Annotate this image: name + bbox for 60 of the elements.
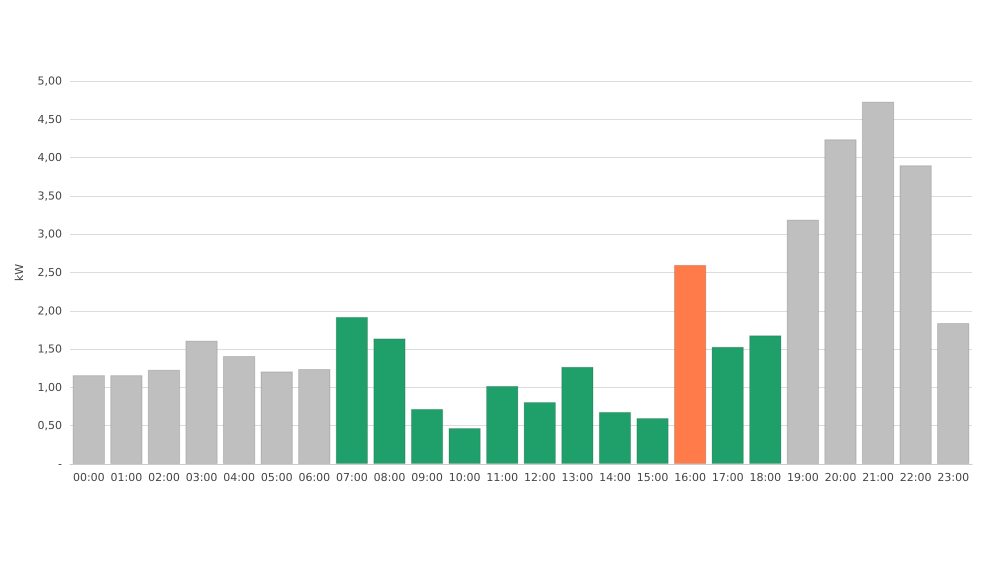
x-tick-label: 00:00: [72, 471, 105, 484]
bar: [298, 369, 330, 464]
y-tick-label: 2,00: [38, 304, 62, 318]
bar: [749, 335, 782, 464]
x-tick-label: 20:00: [824, 471, 856, 484]
x-tick-label: 02:00: [148, 471, 180, 484]
bar: [148, 370, 180, 464]
x-tick-label: 15:00: [636, 471, 668, 484]
y-tick-label: 4,00: [38, 151, 62, 164]
bar: [185, 340, 218, 464]
bar: [222, 356, 256, 464]
bar: [636, 418, 669, 464]
x-tick-label: 07:00: [336, 471, 368, 484]
x-tick-label: 22:00: [900, 471, 932, 484]
bar: [598, 412, 632, 464]
x-tick-label: 21:00: [862, 471, 894, 484]
x-tick-label: 17:00: [712, 471, 744, 484]
bar: [410, 408, 444, 464]
bar: [937, 323, 970, 464]
bar: [110, 375, 143, 464]
bar: [899, 165, 932, 464]
x-tick-label: 23:00: [937, 471, 970, 484]
y-tick-label: 4,50: [38, 112, 62, 126]
bar: [373, 338, 406, 464]
x-tick-label: 10:00: [448, 471, 480, 484]
y-tick-label: 3,50: [38, 189, 62, 202]
bar: [260, 371, 293, 464]
y-tick-label: 1,00: [38, 380, 62, 394]
bar: [824, 139, 857, 464]
y-tick-label: 2,50: [38, 266, 62, 279]
bar: [712, 346, 744, 464]
bar: [448, 428, 481, 464]
x-tick-label: 09:00: [411, 471, 443, 484]
y-tick-label: 0,50: [38, 419, 62, 432]
y-tick-label: -: [58, 458, 62, 470]
bar: [561, 366, 594, 464]
x-tick-label: 01:00: [110, 471, 142, 484]
y-tick-label: 1,50: [38, 342, 62, 356]
bar: [862, 102, 894, 464]
x-tick-label: 03:00: [186, 471, 218, 484]
x-tick-label: 04:00: [223, 471, 255, 484]
x-tick-label: 11:00: [486, 471, 518, 484]
bar: [72, 375, 105, 464]
bar: [786, 220, 820, 464]
y-tick-label: 3,00: [38, 228, 62, 241]
x-tick-label: 16:00: [674, 471, 706, 484]
bar: [674, 264, 706, 464]
bar: [486, 386, 518, 464]
bar: [524, 402, 556, 464]
x-tick-label: 19:00: [787, 471, 819, 484]
x-tick-label: 14:00: [599, 471, 631, 484]
y-tick-label: 5,00: [38, 74, 62, 88]
x-tick-label: 13:00: [562, 471, 594, 484]
bar: [336, 316, 368, 464]
x-tick-label: 06:00: [298, 471, 330, 484]
y-axis-title: kW: [13, 264, 26, 282]
x-tick-label: 18:00: [749, 471, 782, 484]
x-tick-label: 12:00: [524, 471, 556, 484]
x-tick-label: 05:00: [260, 471, 293, 484]
x-tick-label: 08:00: [374, 471, 406, 484]
